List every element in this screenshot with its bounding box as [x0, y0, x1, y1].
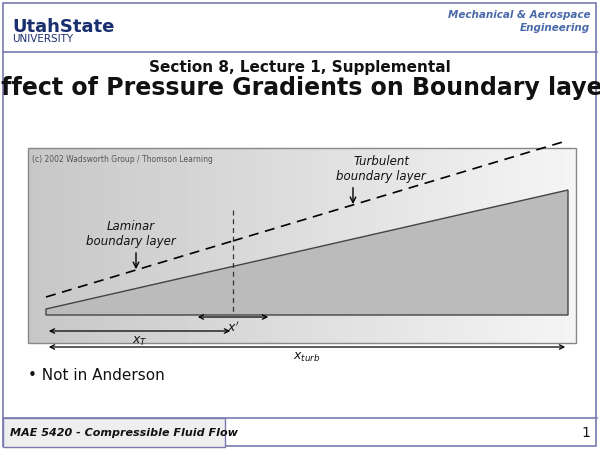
Polygon shape	[46, 190, 568, 315]
Text: (c) 2002 Wadsworth Group / Thomson Learning: (c) 2002 Wadsworth Group / Thomson Learn…	[32, 155, 213, 164]
Bar	[28, 148, 576, 343]
Text: MAE 5420 - Compressible Fluid Flow: MAE 5420 - Compressible Fluid Flow	[10, 428, 238, 438]
Text: $x_{turb}$: $x_{turb}$	[293, 351, 321, 364]
Bar	[3, 418, 225, 447]
Text: Mechanical & Aerospace: Mechanical & Aerospace	[448, 10, 590, 20]
Text: $x_T$: $x_T$	[131, 335, 148, 348]
Text: Engineering: Engineering	[520, 23, 590, 33]
Text: $x'$: $x'$	[227, 321, 239, 336]
Text: Laminar
boundary layer: Laminar boundary layer	[86, 220, 176, 248]
Text: Turbulent
boundary layer: Turbulent boundary layer	[336, 155, 426, 183]
Text: • Not in Anderson: • Not in Anderson	[28, 368, 165, 383]
Text: Effect of Pressure Gradients on Boundary layer: Effect of Pressure Gradients on Boundary…	[0, 76, 600, 100]
Text: UNIVERSITY: UNIVERSITY	[12, 34, 73, 44]
Text: UtahState: UtahState	[12, 18, 115, 36]
Text: 1: 1	[581, 426, 590, 440]
Text: Section 8, Lecture 1, Supplemental: Section 8, Lecture 1, Supplemental	[149, 60, 451, 75]
